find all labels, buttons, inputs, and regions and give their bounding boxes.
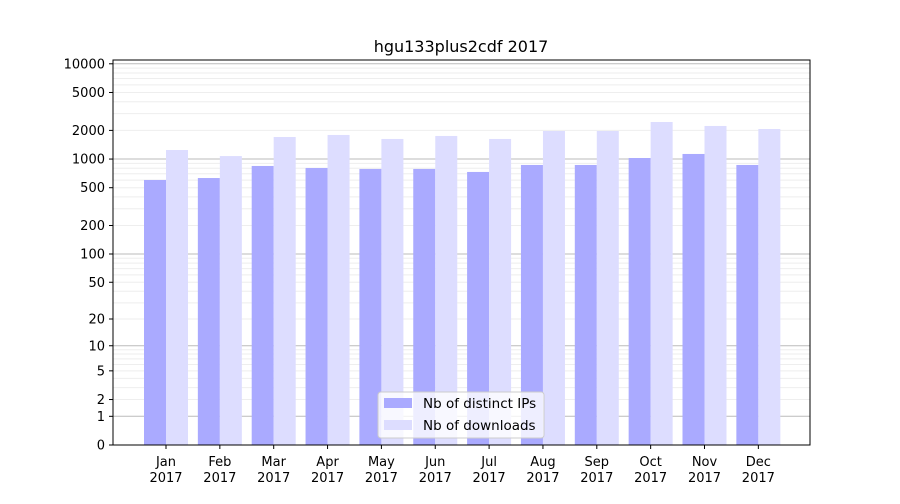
bar (381, 138, 404, 445)
bar (435, 135, 458, 445)
x-tick-label: Nov 2017 (688, 455, 721, 486)
bar (327, 134, 350, 446)
bar (542, 130, 565, 445)
y-tick-label: 1 (97, 410, 105, 425)
plot-frame (112, 59, 811, 446)
bar (650, 121, 673, 446)
y-tick-label: 500 (80, 181, 105, 196)
legend-label-ips: Nb of distinct IPs (423, 396, 536, 412)
bars (144, 121, 781, 446)
x-tick-label: Feb 2017 (203, 455, 236, 486)
legend: Nb of distinct IPs Nb of downloads (377, 391, 545, 439)
y-tick-label: 0 (97, 439, 105, 454)
y-tick-label: 10 (88, 339, 105, 354)
bar (682, 153, 705, 445)
x-tick-label: Mar 2017 (257, 455, 290, 486)
y-tick-label: 5000 (72, 86, 105, 101)
bar (736, 164, 759, 445)
bar (413, 168, 436, 445)
y-tick-label: 50 (88, 276, 105, 291)
x-axis: Jan 2017 Feb 2017 Mar 2017 Apr 2017 May 2017 Jun 20… (149, 445, 775, 486)
legend-swatch-ips (384, 398, 412, 408)
y-tick-label: 5 (97, 364, 105, 379)
bar (359, 168, 382, 445)
chart-title: hgu133plus2cdf 2017 (374, 37, 549, 56)
bar (305, 167, 328, 445)
y-tick-label: 20 (88, 312, 105, 327)
x-tick-label: Jun 2017 (419, 455, 452, 486)
x-tick-label: Dec 2017 (742, 455, 775, 486)
bar (144, 179, 166, 446)
bar (489, 138, 512, 445)
bar (251, 165, 274, 445)
y-tick-label: 2000 (72, 124, 105, 139)
y-tick-label: 1000 (72, 153, 105, 168)
x-tick-label: Jul 2017 (473, 455, 506, 486)
bar (628, 157, 651, 446)
bar (273, 136, 296, 445)
bar (219, 156, 242, 445)
y-tick-label: 10000 (64, 57, 105, 72)
bar (467, 171, 490, 445)
y-tick-label: 200 (80, 219, 105, 234)
bar (758, 128, 781, 445)
bar (596, 130, 619, 445)
y-axis: 0 1 2 5 10 20 50 100 200 500 1000 2000 5000 10000 (64, 57, 113, 454)
x-tick-label: Aug 2017 (526, 455, 559, 486)
legend-label-downloads: Nb of downloads (423, 418, 536, 434)
bar (574, 164, 597, 445)
y-tick-label: 2 (97, 393, 105, 408)
bar (166, 149, 188, 445)
x-tick-label: May 2017 (365, 455, 398, 486)
x-tick-label: Apr 2017 (311, 455, 344, 486)
y-tick-label: 100 (80, 247, 105, 262)
x-tick-label: Oct 2017 (634, 455, 667, 486)
bar (197, 178, 220, 445)
x-tick-label: Jan 2017 (149, 455, 182, 486)
legend-swatch-downloads (384, 420, 412, 430)
x-tick-label: Sep 2017 (580, 455, 613, 486)
bar (704, 125, 727, 446)
bar (520, 164, 543, 445)
